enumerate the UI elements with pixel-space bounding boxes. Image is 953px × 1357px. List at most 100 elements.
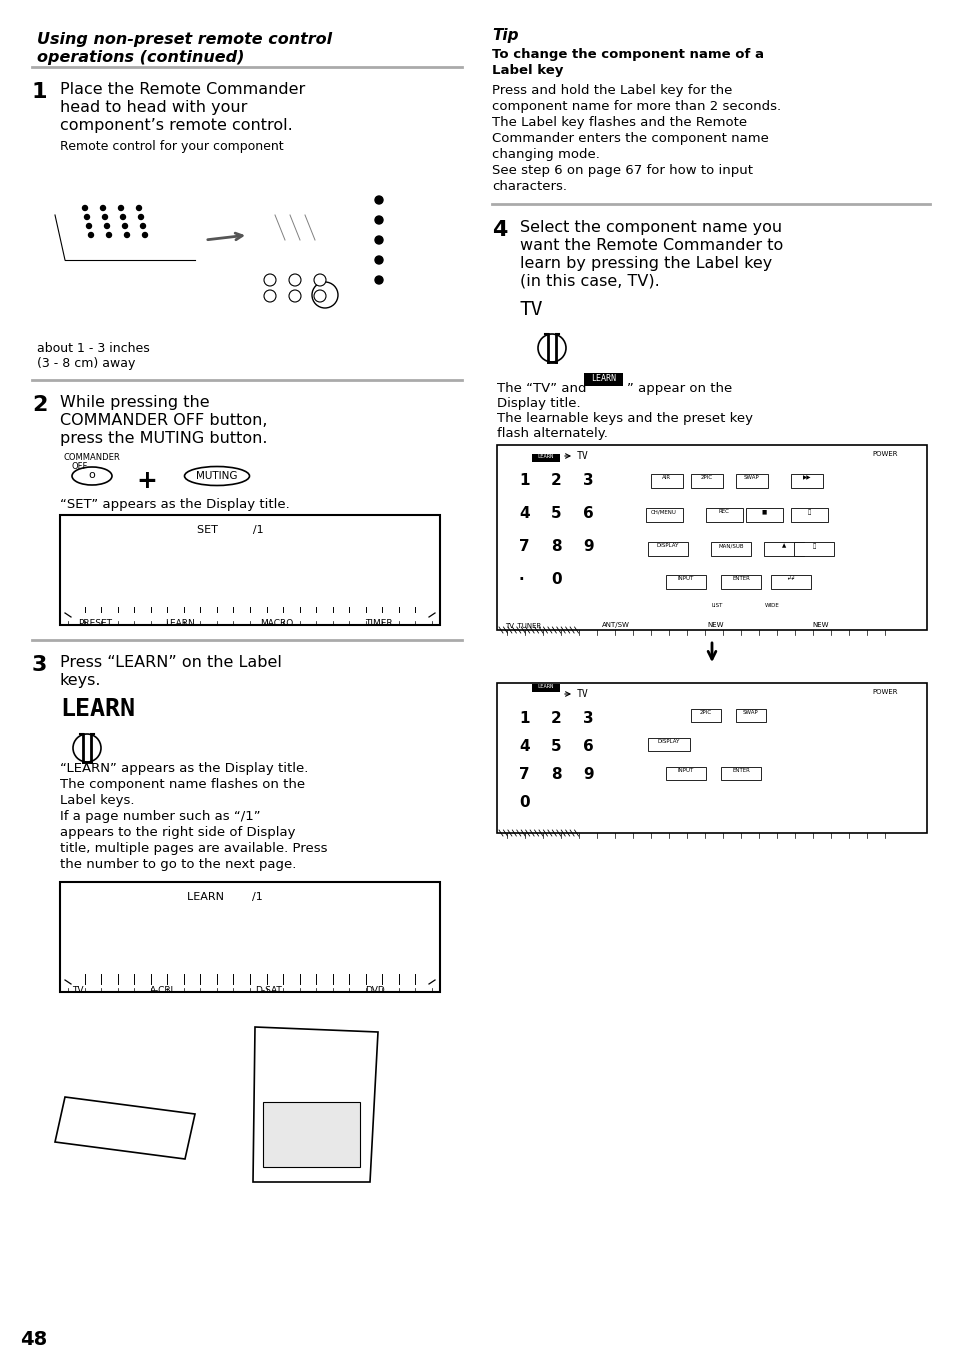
Circle shape [375, 236, 382, 244]
Text: 1: 1 [518, 711, 529, 726]
FancyBboxPatch shape [650, 474, 682, 489]
Circle shape [289, 274, 301, 286]
Text: 9: 9 [582, 539, 593, 554]
Text: 2PIC: 2PIC [700, 475, 712, 480]
Text: Remote control for your component: Remote control for your component [60, 140, 283, 153]
Text: POWER: POWER [871, 689, 897, 695]
Text: TV: TV [71, 987, 84, 995]
FancyBboxPatch shape [645, 508, 682, 522]
Text: 7: 7 [518, 539, 529, 554]
Circle shape [89, 232, 93, 237]
Text: LEARN: LEARN [591, 375, 616, 383]
FancyBboxPatch shape [793, 541, 833, 556]
Text: ⏭: ⏭ [812, 543, 815, 548]
Text: keys.: keys. [60, 673, 101, 688]
Text: 1: 1 [518, 474, 529, 489]
FancyBboxPatch shape [665, 767, 705, 780]
Text: component name for more than 2 seconds.: component name for more than 2 seconds. [492, 100, 781, 113]
FancyBboxPatch shape [665, 575, 705, 589]
Text: ENTER: ENTER [731, 768, 749, 773]
FancyBboxPatch shape [647, 541, 687, 556]
Text: 2: 2 [551, 711, 561, 726]
Circle shape [87, 224, 91, 228]
Text: TIMER: TIMER [365, 619, 393, 628]
Text: “SET” appears as the Display title.: “SET” appears as the Display title. [60, 498, 290, 512]
Text: DVD: DVD [365, 987, 384, 995]
Text: 3: 3 [32, 655, 48, 674]
FancyBboxPatch shape [690, 708, 720, 722]
Text: 3: 3 [582, 474, 593, 489]
Text: 2: 2 [551, 474, 561, 489]
Text: POWER: POWER [871, 451, 897, 457]
Text: 2: 2 [32, 395, 48, 415]
FancyBboxPatch shape [584, 373, 623, 385]
Text: TV_TUNER: TV_TUNER [504, 622, 540, 628]
Circle shape [264, 290, 275, 303]
Text: D-SAT: D-SAT [254, 987, 281, 995]
Text: characters.: characters. [492, 180, 566, 193]
Text: TV: TV [577, 451, 588, 461]
FancyBboxPatch shape [790, 474, 822, 489]
Circle shape [314, 274, 326, 286]
Polygon shape [55, 1096, 194, 1159]
Text: DISPLAY: DISPLAY [656, 543, 679, 548]
Circle shape [375, 275, 382, 284]
Text: The Label key flashes and the Remote: The Label key flashes and the Remote [492, 115, 746, 129]
Circle shape [73, 734, 101, 763]
Circle shape [375, 195, 382, 204]
Text: 5: 5 [551, 740, 561, 754]
Text: NEW: NEW [706, 622, 722, 628]
Text: LIST: LIST [711, 603, 722, 608]
Circle shape [537, 334, 565, 362]
Text: INPUT: INPUT [678, 768, 694, 773]
Text: (in this case, TV).: (in this case, TV). [519, 274, 659, 289]
Text: Using non-preset remote control: Using non-preset remote control [37, 33, 332, 47]
Circle shape [375, 216, 382, 224]
Circle shape [125, 232, 130, 237]
Text: ↲↲: ↲↲ [785, 575, 795, 581]
Circle shape [107, 232, 112, 237]
Text: While pressing the: While pressing the [60, 395, 210, 410]
Text: 1: 1 [32, 81, 48, 102]
Text: MUTING: MUTING [196, 471, 237, 480]
Text: 0: 0 [551, 573, 561, 588]
Text: Label key: Label key [492, 64, 563, 77]
Text: SWAP: SWAP [742, 710, 758, 715]
Text: the number to go to the next page.: the number to go to the next page. [60, 858, 296, 871]
Text: about 1 - 3 inches: about 1 - 3 inches [37, 342, 150, 356]
Text: REC: REC [718, 509, 729, 514]
Text: (3 - 8 cm) away: (3 - 8 cm) away [37, 357, 135, 370]
Circle shape [142, 232, 148, 237]
Circle shape [105, 224, 110, 228]
Circle shape [314, 290, 326, 303]
Text: TV: TV [577, 689, 588, 699]
Circle shape [85, 214, 90, 220]
Text: ENTER: ENTER [731, 575, 749, 581]
Text: MACRO: MACRO [260, 619, 293, 628]
Text: 4: 4 [492, 220, 507, 240]
FancyBboxPatch shape [60, 516, 439, 626]
Text: title, multiple pages are available. Press: title, multiple pages are available. Pre… [60, 841, 327, 855]
Text: LEARN: LEARN [165, 619, 194, 628]
Text: Select the component name you: Select the component name you [519, 220, 781, 235]
Circle shape [138, 214, 143, 220]
Text: CH/MENU: CH/MENU [650, 509, 677, 514]
FancyBboxPatch shape [532, 684, 559, 692]
Text: Press and hold the Label key for the: Press and hold the Label key for the [492, 84, 732, 96]
FancyBboxPatch shape [770, 575, 810, 589]
Circle shape [118, 205, 123, 210]
Circle shape [100, 205, 106, 210]
Text: 8: 8 [551, 767, 561, 782]
Text: o: o [89, 470, 95, 480]
Text: If a page number such as “/1”: If a page number such as “/1” [60, 810, 260, 822]
Text: DISPLAY: DISPLAY [658, 740, 679, 744]
FancyBboxPatch shape [745, 508, 782, 522]
Text: Display title.: Display title. [497, 398, 580, 410]
Text: Label keys.: Label keys. [60, 794, 134, 807]
Text: AIR: AIR [661, 475, 671, 480]
FancyBboxPatch shape [497, 683, 926, 833]
Polygon shape [253, 1027, 377, 1182]
Text: 4: 4 [518, 506, 529, 521]
Text: want the Remote Commander to: want the Remote Commander to [519, 237, 782, 252]
Text: LEARN: LEARN [60, 697, 135, 721]
